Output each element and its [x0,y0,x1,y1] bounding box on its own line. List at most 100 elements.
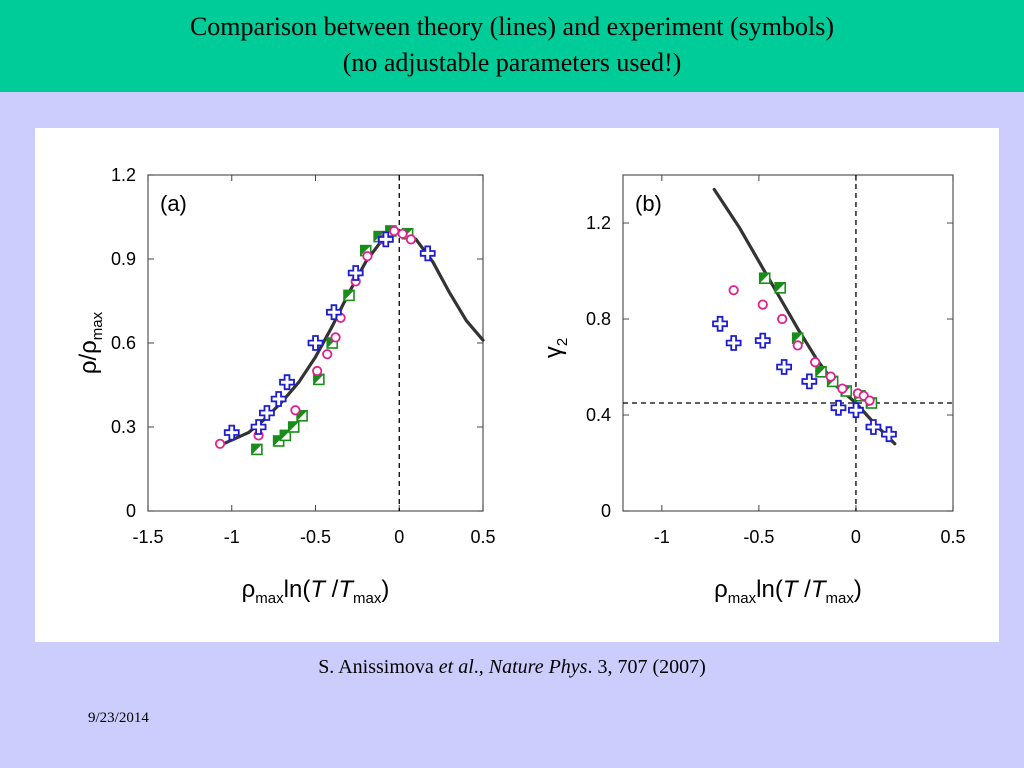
y-axis-title-part: 2 [554,338,571,346]
chart-panel-1: -1.5 -1 -0.5 0 0.500.30.60.91.2(a)ρmaxln(T /… [75,165,496,607]
data-point-circle [389,225,400,237]
data-point-circle [757,299,768,310]
y-axis-title-part: γ [540,346,567,358]
data-point-square [251,443,263,456]
data-point-circle [290,405,301,416]
data-point-cross [725,335,742,351]
title-bar: Comparison between theory (lines) and ex… [0,0,1024,92]
x-axis-title-part: max [826,590,855,607]
data-point-square-fill [344,290,354,301]
data-point-square-fill [313,374,324,385]
figure-panel: -1.5 -1 -0.5 0 0.5 0 0.3 0.6 0.9 1.2 (a) ρmaxln(T /… [35,128,999,642]
data-point-square-fill [759,273,770,284]
x-tick-label: -0.5 [743,527,774,547]
theory-line [712,187,897,446]
data-point-cross [419,245,436,262]
x-axis-title: ρmaxln(T /Tmax) [242,576,390,607]
x-axis-title-part: ) [854,576,862,603]
data-point-square [758,272,771,284]
y-axis-title: γ2 [540,338,571,358]
x-axis-title-part: T [811,576,828,603]
x-axis-title-part: max [728,590,757,607]
data-point-cross [754,332,771,349]
citation-separator: ., [473,656,484,678]
x-axis-title: ρmaxln(T /Tmax) [714,576,862,607]
panel-label: (b) [635,191,662,216]
x-axis-title-part: ρ [714,576,728,603]
chart-panel-2: -1 -0.5 0 0.500.40.81.2(b)ρmaxln(T /Tmax)γ2 [540,174,966,607]
data-point-circle [397,228,408,239]
panel-label: (a) [160,191,187,216]
x-axis-title-part: T [310,576,327,603]
data-point-cross [830,399,847,416]
x-tick-label: 0 [394,527,404,547]
data-point-circle [777,313,788,325]
plot-frame [622,174,954,512]
data-point-cross [279,374,295,391]
x-tick-label: -0.5 [300,527,331,547]
y-axis-title-part: ρ/ρ [75,340,102,374]
data-point-cross [223,424,240,441]
citation-journal: Nature Phys [488,656,588,678]
x-axis-title-part: / [797,576,811,603]
citation-authors: S. Anissimova [318,656,439,678]
data-point-circle [405,234,417,245]
x-axis-title-part: ln( [284,576,311,603]
x-axis-title-part: max [255,590,284,607]
data-point-square [343,289,355,302]
x-axis-title-part: T [783,576,800,603]
y-axis-title: ρ/ρmax [75,311,106,374]
data-point-cross [848,402,864,419]
data-point-square [287,421,300,433]
data-point-square-fill [775,282,786,293]
y-tick-label: 1.2 [586,213,611,233]
data-point-circle [825,371,836,382]
x-tick-label: -1 [224,527,240,547]
x-tick-label: 0.5 [470,527,495,547]
data-point-square-fill [360,245,371,256]
data-point-cross [881,426,897,443]
data-point-circle [728,285,739,296]
data-point-square [296,409,308,422]
data-point-square-fill [816,366,826,377]
data-point-circle [312,365,323,377]
y-axis-title-part: max [89,311,106,340]
data-point-cross [865,419,882,435]
data-point-square [815,366,827,378]
data-point-cross [307,335,324,351]
y-tick-label: 0.6 [111,333,136,353]
x-axis-title-part: ρ [242,576,256,603]
data-point-circle [322,349,333,360]
x-tick-label: -1.5 [132,527,163,547]
x-axis-title-part: max [353,590,382,607]
y-tick-label: 0.9 [111,249,136,269]
x-axis-title-part: T [338,576,355,603]
data-point-circle [330,332,341,343]
x-tick-label: 0 [851,527,861,547]
data-point-cross [250,419,267,435]
data-point-circle [792,340,803,351]
x-axis-title-part: / [325,576,339,603]
citation: S. Anissimova et al., Nature Phys. 3, 70… [0,656,1024,679]
data-point-cross [326,304,342,321]
data-point-square-fill [288,422,299,432]
figure-svg: -1.5 -1 -0.5 0 0.500.30.60.91.2(a)ρmaxln(T /… [75,165,966,607]
data-point-cross [270,391,287,407]
data-point-cross [347,265,364,281]
x-axis-title-part: ln( [756,576,783,603]
data-point-cross [259,405,275,421]
y-tick-label: 0.8 [586,309,611,329]
y-tick-label: 1.2 [111,165,136,185]
data-point-square [279,429,292,442]
data-point-square-fill [374,231,385,242]
y-tick-label: 0.3 [111,417,136,437]
data-point-square [313,373,325,386]
data-point-circle [214,438,226,449]
citation-etal: et al [438,656,474,678]
data-point-circle [362,251,373,262]
data-point-square-fill [280,430,291,441]
slide-date: 9/23/2014 [88,710,149,726]
data-point-cross [801,373,818,390]
data-point-cross [776,359,793,375]
data-point-square-fill [297,410,308,421]
